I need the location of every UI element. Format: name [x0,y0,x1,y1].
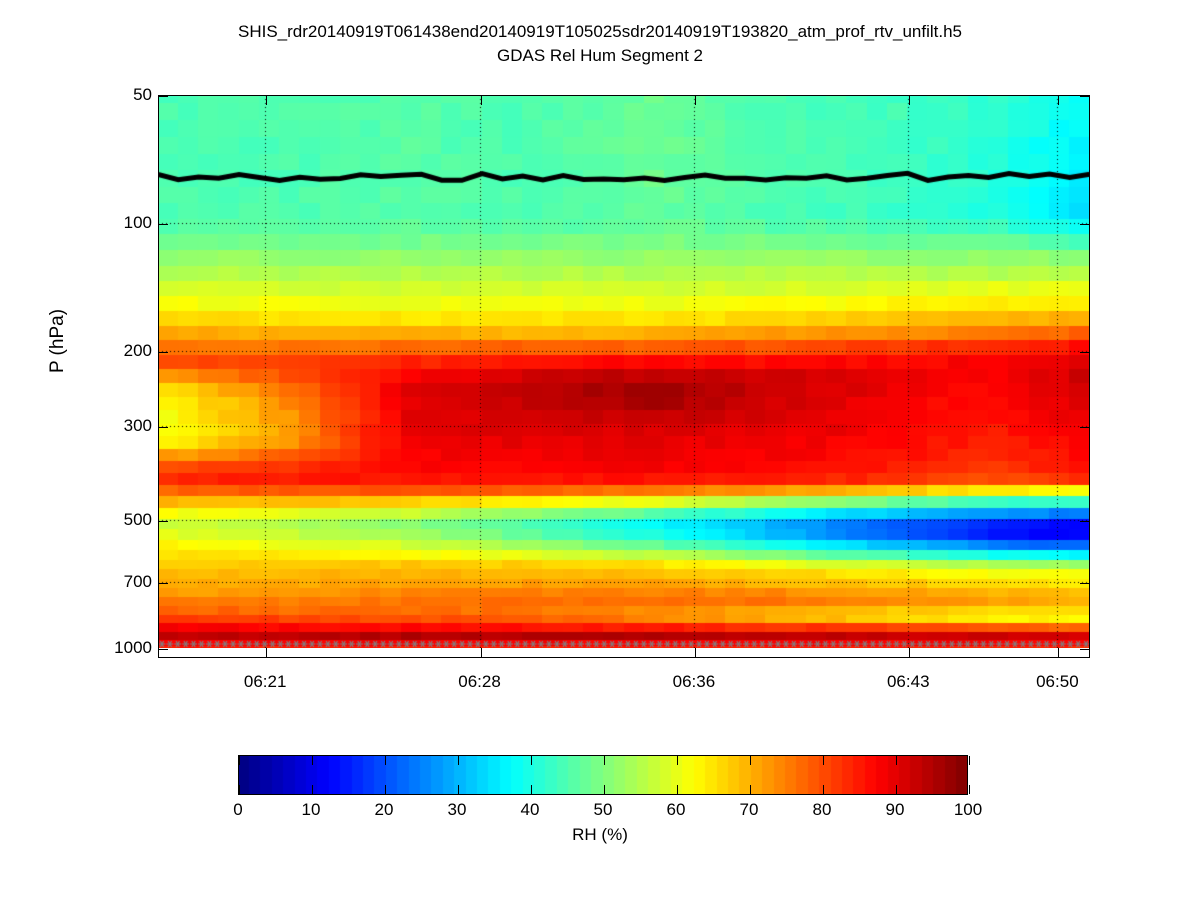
x-tick-label: 06:21 [243,672,287,691]
y-axis-labels: 50 100 200 300 500 700 1000 [60,0,152,900]
colorbar-tick-label: 100 [953,800,983,819]
y-tick-label: 50 [133,85,152,104]
colorbar-tick-label: 20 [374,800,394,819]
x-tick-label: 06:50 [1036,672,1079,691]
x-tick-label: 06:43 [886,672,930,691]
y-tick-label: 100 [123,212,152,232]
colorbar-tick-mark [969,785,970,794]
colorbar-tick-mark [969,756,970,765]
title-subtitle: GDAS Rel Hum Segment 2 [497,46,703,65]
y-axis-title: P (hPa) [47,308,68,374]
colorbar-tick-label: 30 [447,800,467,819]
title-filename: SHIS_rdr20140919T061438end20140919T10502… [237,22,962,41]
x-tick-mark [266,648,268,657]
y-tick-mark [159,649,168,650]
heatmap-plot-area [158,95,1090,648]
y-tick-label: 700 [123,572,152,592]
y-tick-mark [1080,649,1089,650]
colorbar-gradient [238,755,968,795]
colorbar-tick-label: 0 [233,800,243,819]
colorbar-tick-label: 60 [666,800,686,819]
y-tick-label: 300 [123,415,152,435]
x-tick-mark [1058,648,1060,657]
rh-heatmap-canvas [158,95,1090,648]
colorbar-tick-label: 50 [593,800,613,819]
colorbar-tick-label: 10 [301,800,321,819]
colorbar [238,755,970,795]
colorbar-tick-label: 80 [812,800,832,819]
colorbar-title: RH (%) [572,825,628,844]
x-tick-mark [694,648,696,657]
x-tick-label: 06:28 [458,672,501,691]
colorbar-tick-label: 90 [885,800,905,819]
y-tick-label: 200 [123,340,152,360]
colorbar-tick-label: 70 [739,800,759,819]
y-tick-label: 1000 [114,638,152,657]
colorbar-tick-label: 40 [520,800,540,819]
x-tick-mark [480,648,482,657]
x-tick-label: 06:36 [672,672,716,691]
y-tick-label: 500 [123,510,152,530]
x-tick-mark [909,648,911,657]
figure-title: SHIS_rdr20140919T061438end20140919T10502… [0,20,1200,68]
